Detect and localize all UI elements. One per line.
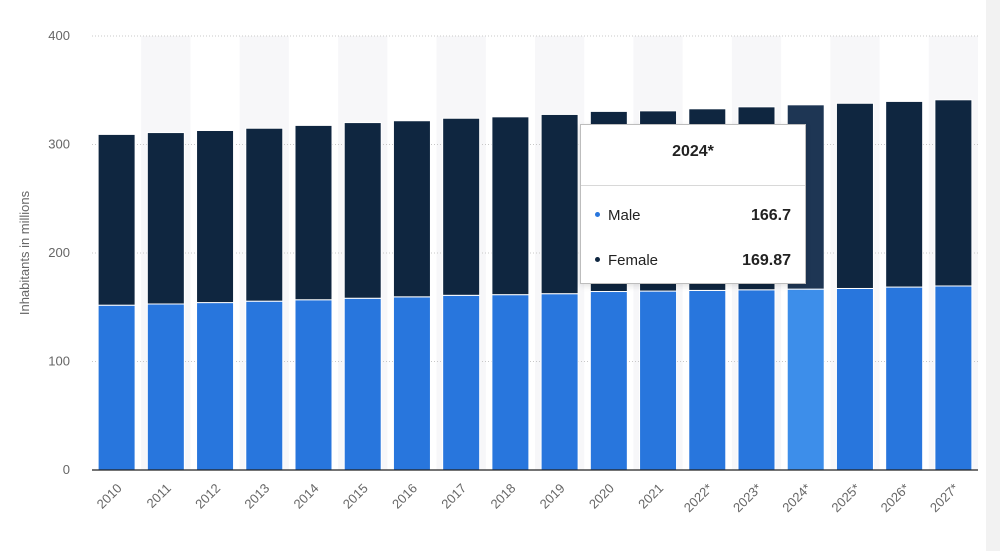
y-axis-title: Inhabitants in millions (17, 190, 32, 315)
bar-male-2027[interactable] (934, 285, 973, 471)
bar-male-2024[interactable] (786, 288, 825, 471)
y-tick-label: 0 (63, 462, 70, 477)
bar-female-2025[interactable] (835, 102, 874, 289)
bar-male-2010[interactable] (97, 304, 136, 471)
bar-male-2021[interactable] (639, 290, 678, 471)
bar-female-2012[interactable] (196, 130, 235, 304)
bar-male-2026[interactable] (885, 286, 924, 471)
x-axis-tick-labels: 2010 2011 2012 2013 2014 2015 2016 2017 2018 2019… (94, 481, 962, 516)
bar-female-2011[interactable] (146, 132, 185, 305)
x-tick-label: 2024* (779, 481, 814, 516)
bar-male-2025[interactable] (835, 287, 874, 471)
x-tick-label: 2011 (144, 481, 174, 511)
bar-female-2027[interactable] (934, 99, 973, 287)
x-tick-label: 2026* (878, 481, 913, 516)
bar-female-2017[interactable] (442, 117, 481, 296)
bar-male-2019[interactable] (540, 293, 579, 471)
y-tick-label: 400 (48, 28, 70, 43)
bar-female-2026[interactable] (885, 100, 924, 288)
x-tick-label: 2025* (828, 481, 863, 516)
bar-female-2013[interactable] (245, 127, 284, 302)
y-axis-tick-labels: 0 100 200 300 400 (48, 28, 70, 477)
x-tick-label: 2023* (730, 481, 765, 516)
bar-male-2013[interactable] (245, 300, 284, 471)
y-tick-label: 200 (48, 245, 70, 260)
bar-female-2015[interactable] (343, 122, 382, 299)
x-tick-label: 2013 (241, 481, 272, 512)
bar-male-2020[interactable] (589, 291, 628, 471)
x-tick-label: 2020 (586, 481, 617, 512)
bar-male-2017[interactable] (442, 294, 481, 471)
bar-male-2016[interactable] (392, 296, 431, 471)
x-tick-label: 2012 (192, 481, 223, 512)
x-tick-label: 2021 (635, 481, 666, 512)
tooltip-label-male: Male (595, 207, 641, 224)
right-edge-strip (986, 0, 1000, 551)
bar-male-2012[interactable] (196, 302, 235, 471)
bar-male-2018[interactable] (491, 294, 530, 471)
x-tick-label: 2016 (389, 481, 420, 512)
male-series-dot-icon (595, 211, 600, 217)
tooltip-value-male: 166.7 (750, 207, 791, 224)
tooltip-title: 2024* (672, 143, 714, 160)
x-tick-label: 2015 (340, 481, 371, 512)
tooltip-label-male-text: Male (608, 207, 641, 224)
tooltip-divider (581, 185, 805, 186)
bar-female-2019[interactable] (540, 113, 579, 295)
bar-female-2016[interactable] (392, 120, 431, 298)
tooltip-label-female-text: Female (608, 252, 659, 269)
tooltip-value-female: 169.87 (742, 252, 791, 269)
x-tick-label: 2017 (438, 481, 469, 512)
bar-female-2014[interactable] (294, 124, 333, 301)
bar-male-2015[interactable] (343, 297, 382, 471)
bar-female-2018[interactable] (491, 116, 530, 296)
bar-female-2010[interactable] (97, 133, 136, 306)
bar-male-2023[interactable] (737, 289, 776, 471)
bar-male-2014[interactable] (294, 299, 333, 471)
tooltip-row-male: Male 166.7 (595, 207, 791, 229)
bar-male-2011[interactable] (146, 303, 185, 471)
tooltip-row-female: Female 169.87 (595, 252, 791, 274)
y-tick-label: 300 (48, 137, 70, 152)
x-tick-label: 2019 (537, 481, 568, 512)
x-tick-label: 2027* (927, 481, 962, 516)
x-tick-label: 2018 (487, 481, 518, 512)
gridlines (92, 35, 978, 362)
x-tick-label: 2014 (291, 481, 322, 512)
female-series-dot-icon (595, 256, 600, 262)
tooltip-label-female: Female (595, 252, 658, 269)
tooltip: 2024* Male 166.7 Female 169.87 (580, 124, 806, 284)
bar-male-2022[interactable] (688, 289, 727, 471)
y-tick-label: 100 (48, 354, 70, 369)
x-tick-label: 2022* (681, 481, 716, 516)
x-tick-label: 2010 (94, 481, 125, 512)
